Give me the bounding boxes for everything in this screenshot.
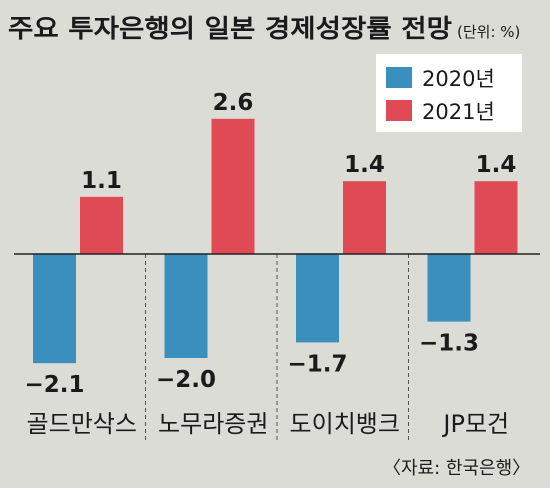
legend-label-2020: 2020년 xyxy=(422,67,495,91)
bar-2020년-골드만삭스 xyxy=(33,254,76,364)
unit-label: (단위: %) xyxy=(457,23,520,41)
category-label: JP모건 xyxy=(441,410,509,438)
value-label: 1.1 xyxy=(81,168,122,194)
bar-2021년-JP모건 xyxy=(474,181,518,254)
value-label: −2.1 xyxy=(24,372,84,398)
chart-title: 주요 투자은행의 일본 경제성장률 전망 xyxy=(8,14,452,43)
category-label: 골드만삭스 xyxy=(27,410,137,438)
category-label: 노무라증권 xyxy=(158,410,268,438)
value-label: −1.3 xyxy=(419,331,479,357)
bar-2020년-노무라증권 xyxy=(164,254,208,358)
value-label: 1.4 xyxy=(476,152,517,178)
category-label: 도이치뱅크 xyxy=(290,410,400,438)
bar-2021년-도이치뱅크 xyxy=(343,181,386,254)
value-label: 1.4 xyxy=(344,152,385,178)
legend-swatch-2020 xyxy=(386,67,412,88)
legend-label-2021: 2021년 xyxy=(422,100,495,124)
bar-2020년-JP모건 xyxy=(427,254,471,322)
source-note: 〈자료: 한국은행〉 xyxy=(383,458,530,479)
value-label: −2.0 xyxy=(156,367,216,393)
value-label: −1.7 xyxy=(287,351,347,377)
bar-2021년-골드만삭스 xyxy=(80,196,123,254)
legend: 2020년 2021년 xyxy=(376,54,522,132)
value-label: 2.6 xyxy=(213,90,254,116)
bar-2020년-도이치뱅크 xyxy=(296,254,339,343)
legend-swatch-2021 xyxy=(386,100,412,121)
bars-group: −2.1 1.1 골드만삭스 −2.0 2.6 노무라증권 −1.7 1.4 도이치뱅크 −1.3… xyxy=(14,90,540,440)
bar-2021년-노무라증권 xyxy=(211,118,255,254)
